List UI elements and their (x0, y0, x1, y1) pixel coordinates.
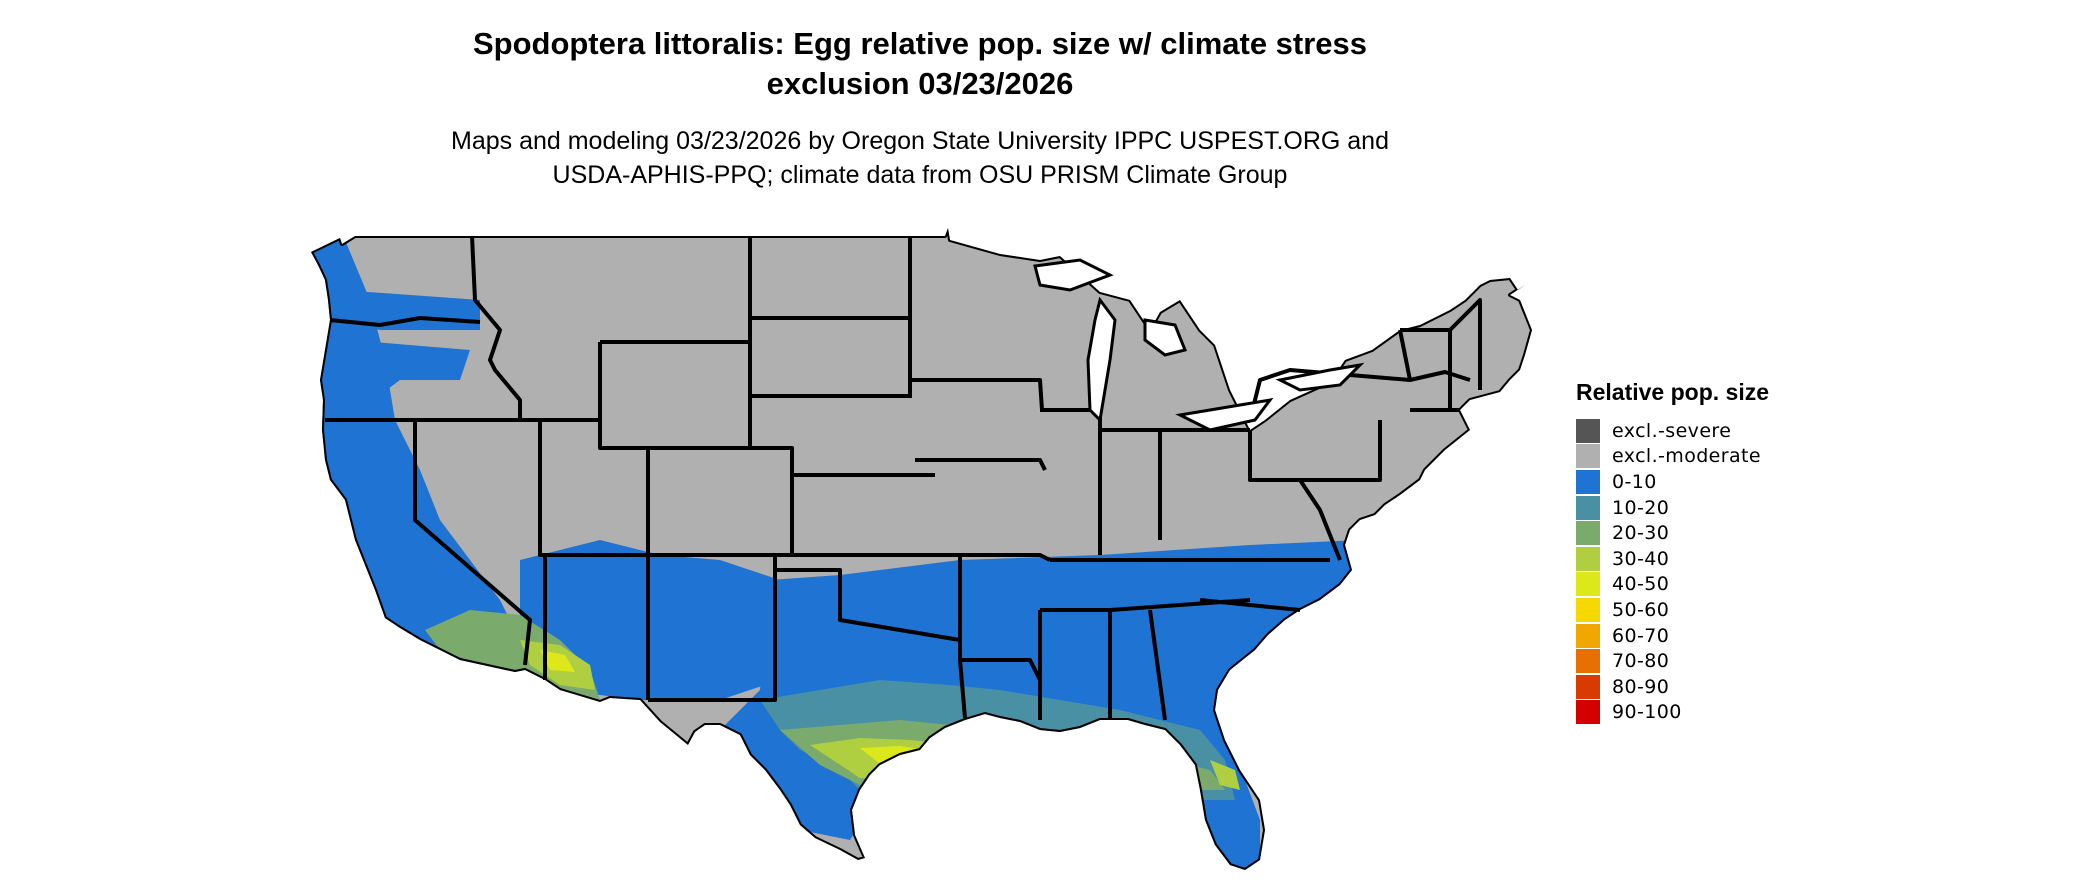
legend-label: 30-40 (1612, 547, 1670, 570)
legend-title: Relative pop. size (1576, 379, 1770, 405)
legend-swatch (1576, 649, 1600, 674)
legend-item: 90-100 (1576, 700, 1836, 726)
legend-swatch (1576, 469, 1600, 494)
legend-label: 50-60 (1612, 598, 1670, 621)
legend-label: 40-50 (1612, 573, 1670, 596)
map-subtitle-line2: USDA-APHIS-PPQ; climate data from OSU PR… (552, 161, 1288, 189)
legend-swatch (1576, 495, 1600, 520)
map-subtitle: Maps and modeling 03/23/2026 by Oregon S… (400, 124, 1440, 192)
legend-item: 0-10 (1576, 469, 1836, 495)
florida-band-30-40 (1210, 760, 1240, 790)
map-title: Spodoptera littoralis: Egg relative pop.… (400, 24, 1440, 104)
legend-item: 10-20 (1576, 495, 1836, 521)
legend-item: 50-60 (1576, 597, 1836, 623)
legend-item: 60-70 (1576, 623, 1836, 649)
legend-swatch (1576, 444, 1600, 469)
legend-items: excl.-severe excl.-moderate 0-10 10-20 20-30… (1576, 418, 1836, 725)
legend-item: 70-80 (1576, 648, 1836, 674)
lake-huron (1143, 318, 1188, 357)
legend-swatch (1576, 674, 1600, 699)
lake-superior (1033, 258, 1114, 292)
map-subtitle-line1: Maps and modeling 03/23/2026 by Oregon S… (451, 127, 1389, 155)
legend-item: excl.-severe (1576, 418, 1836, 444)
legend-item: 80-90 (1576, 674, 1836, 700)
legend-item: excl.-moderate (1576, 444, 1836, 470)
legend-item: 20-30 (1576, 520, 1836, 546)
legend-swatch (1576, 572, 1600, 597)
southern-low-zone (720, 520, 1420, 870)
legend-label: 70-80 (1612, 650, 1670, 673)
legend: Relative pop. size excl.-severe excl.-mod… (1576, 378, 1836, 725)
legend-swatch (1576, 418, 1600, 443)
southwest-low-zone (520, 540, 800, 700)
legend-label: 0-10 (1612, 470, 1657, 493)
title-block: Spodoptera littoralis: Egg relative pop.… (400, 24, 1440, 192)
legend-swatch (1576, 546, 1600, 571)
legend-label: 60-70 (1612, 624, 1670, 647)
legend-label: 10-20 (1612, 496, 1670, 519)
legend-label: excl.-severe (1612, 419, 1732, 442)
oregon-low-zone (350, 340, 470, 410)
arizona-band-40-50 (540, 650, 575, 672)
legend-swatch (1576, 521, 1600, 546)
legend-swatch (1576, 623, 1600, 648)
lake-michigan (1086, 296, 1117, 424)
lake-erie (1175, 397, 1274, 432)
legend-label: 80-90 (1612, 675, 1670, 698)
legend-item: 40-50 (1576, 572, 1836, 598)
great-lakes (1033, 258, 1365, 432)
lake-ontario (1275, 362, 1365, 392)
legend-label: 90-100 (1612, 701, 1682, 724)
legend-label: 20-30 (1612, 522, 1670, 545)
legend-label: excl.-moderate (1612, 445, 1761, 468)
legend-swatch (1576, 700, 1600, 725)
legend-swatch (1576, 597, 1600, 622)
map-title-line1: Spodoptera littoralis: Egg relative pop.… (472, 26, 1368, 61)
map-title-line2: exclusion 03/23/2026 (766, 66, 1074, 101)
legend-item: 30-40 (1576, 546, 1836, 572)
